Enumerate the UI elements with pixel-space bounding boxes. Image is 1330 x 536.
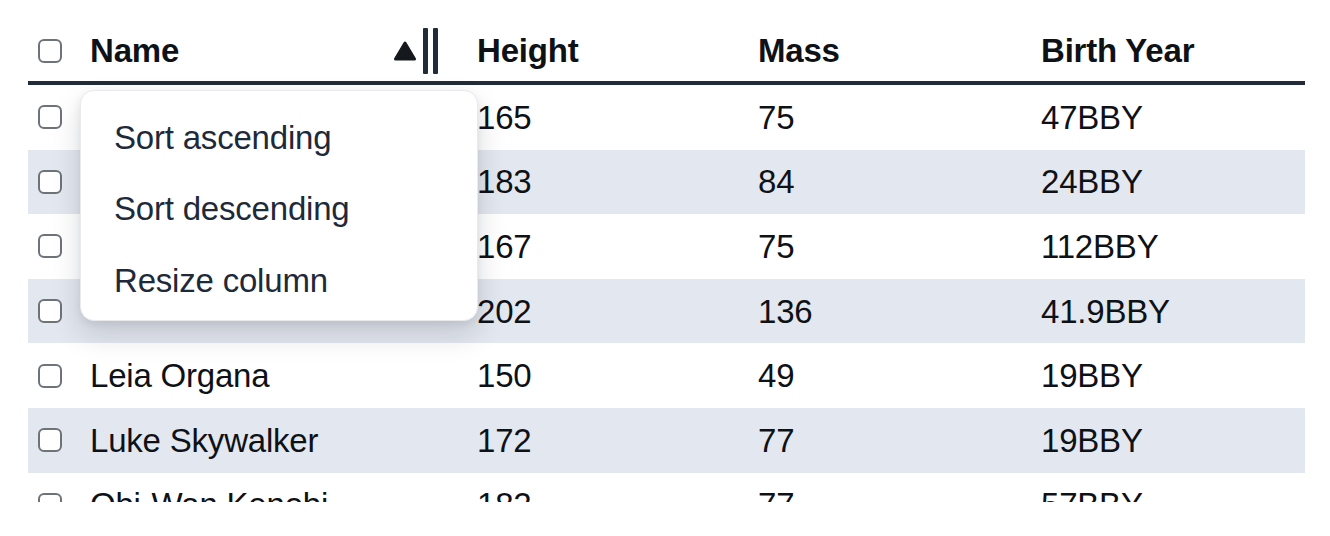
- cell-height: 202: [460, 295, 740, 328]
- row-select-cell: [28, 170, 78, 194]
- cell-mass: 75: [740, 101, 1024, 134]
- select-all-checkbox[interactable]: [38, 39, 62, 63]
- sort-ascending-triangle-up-icon: [394, 41, 416, 61]
- row-select-cell: [28, 234, 78, 258]
- cell-name: Luke Skywalker: [78, 424, 460, 457]
- cell-height: 172: [460, 424, 740, 457]
- cell-mass: 77: [740, 488, 1024, 502]
- column-header-name-label: Name: [90, 34, 179, 67]
- row-select-cell: [28, 299, 78, 323]
- cell-height: 182: [460, 488, 740, 502]
- row-select-cell: [28, 105, 78, 129]
- cell-birth-year: 41.9BBY: [1024, 295, 1305, 328]
- table-row: Obi-Wan Kenobi 182 77 57BBY: [28, 473, 1305, 502]
- cell-mass: 136: [740, 295, 1024, 328]
- cell-name: Obi-Wan Kenobi: [78, 488, 460, 502]
- row-checkbox[interactable]: [38, 234, 62, 258]
- column-header-height[interactable]: Height: [460, 34, 740, 67]
- data-table-page: Name Height Mass Birth Year 165 75: [0, 0, 1330, 536]
- cell-birth-year: 19BBY: [1024, 359, 1305, 392]
- row-checkbox[interactable]: [38, 105, 62, 129]
- cell-birth-year: 47BBY: [1024, 101, 1305, 134]
- column-context-menu: Sort ascending Sort descending Resize co…: [80, 90, 478, 321]
- table-header-row: Name Height Mass Birth Year: [28, 0, 1305, 85]
- table-row: Leia Organa 150 49 19BBY: [28, 343, 1305, 408]
- cell-height: 167: [460, 230, 740, 263]
- cell-birth-year: 57BBY: [1024, 488, 1305, 502]
- cell-height: 150: [460, 359, 740, 392]
- cell-height: 165: [460, 101, 740, 134]
- column-header-mass[interactable]: Mass: [740, 34, 1024, 67]
- menu-item-sort-ascending[interactable]: Sort ascending: [81, 102, 477, 174]
- cell-name: Leia Organa: [78, 359, 460, 392]
- select-all-cell: [28, 39, 78, 63]
- cell-birth-year: 19BBY: [1024, 424, 1305, 457]
- column-header-name[interactable]: Name: [78, 28, 460, 74]
- cell-mass: 77: [740, 424, 1024, 457]
- row-checkbox[interactable]: [38, 299, 62, 323]
- row-checkbox[interactable]: [38, 364, 62, 388]
- row-checkbox[interactable]: [38, 428, 62, 452]
- column-resize-handle-icon[interactable]: [423, 28, 438, 74]
- cell-birth-year: 112BBY: [1024, 230, 1305, 263]
- cell-birth-year: 24BBY: [1024, 165, 1305, 198]
- column-header-birth-year[interactable]: Birth Year: [1024, 34, 1305, 67]
- cell-mass: 75: [740, 230, 1024, 263]
- row-select-cell: [28, 493, 78, 502]
- row-checkbox[interactable]: [38, 170, 62, 194]
- row-select-cell: [28, 428, 78, 452]
- row-checkbox[interactable]: [38, 493, 62, 502]
- menu-item-sort-descending[interactable]: Sort descending: [81, 174, 477, 246]
- cell-height: 183: [460, 165, 740, 198]
- cell-mass: 49: [740, 359, 1024, 392]
- menu-item-resize-column[interactable]: Resize column: [81, 245, 477, 317]
- row-select-cell: [28, 364, 78, 388]
- cell-mass: 84: [740, 165, 1024, 198]
- table-row: Luke Skywalker 172 77 19BBY: [28, 408, 1305, 473]
